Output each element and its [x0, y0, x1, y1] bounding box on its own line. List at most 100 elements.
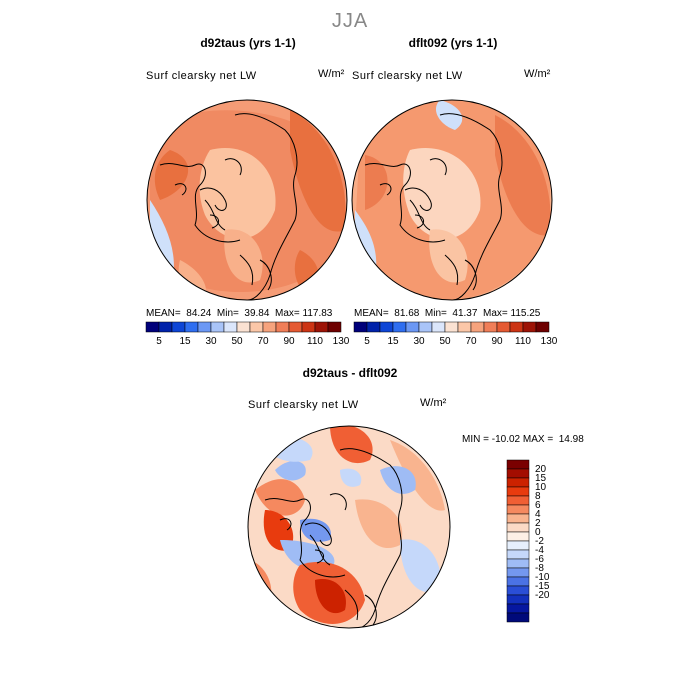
max-value: 115.25: [510, 308, 541, 319]
colorbar-swatch: [506, 603, 530, 614]
colorbar-swatch: [506, 522, 530, 533]
colorbar-swatch: [145, 321, 160, 333]
colorbar-tick-label: 50: [439, 336, 451, 347]
colorbar-tick-label: 70: [465, 336, 477, 347]
colorbar-swatch: [418, 321, 433, 333]
colorbar-swatch: [506, 513, 530, 524]
colorbar-swatch: [171, 321, 186, 333]
colorbar-swatch: [366, 321, 381, 333]
colorbar-swatch: [379, 321, 394, 333]
colorbar-swatch: [506, 612, 530, 623]
colorbar-tick-label: 10: [535, 482, 547, 493]
colorbar-swatch: [535, 321, 550, 333]
colorbar-swatch: [353, 321, 368, 333]
colorbar-swatch: [431, 321, 446, 333]
colorbar-swatch: [262, 321, 277, 333]
colorbar-tick-label: -4: [535, 545, 544, 556]
panel-1-title: d92taus (yrs 1-1): [200, 36, 296, 50]
colorbar-swatch: [506, 567, 530, 578]
colorbar-tick-label: 15: [535, 473, 547, 484]
colorbar-swatch: [288, 321, 303, 333]
colorbar-swatch: [506, 540, 530, 551]
colorbar-tick-label: 90: [491, 336, 503, 347]
colorbar-tick-label: -2: [535, 536, 544, 547]
max-label: Max=: [275, 308, 300, 319]
colorbar-swatch: [158, 321, 173, 333]
panel-2-colorbar: [353, 321, 550, 333]
colorbar-swatch: [314, 321, 329, 333]
panel-1-units: W/m²: [318, 68, 345, 80]
mean-label: MEAN=: [354, 308, 389, 319]
colorbar-swatch: [506, 459, 530, 470]
colorbar-tick-label: 50: [231, 336, 243, 347]
figure-title: JJA: [331, 10, 369, 32]
colorbar-tick-label: -15: [535, 581, 550, 592]
colorbar-tick-label: 110: [515, 336, 531, 347]
colorbar-swatch: [506, 468, 530, 479]
colorbar-swatch: [470, 321, 485, 333]
colorbar-swatch: [506, 558, 530, 569]
colorbar-swatch: [301, 321, 316, 333]
colorbar-tick-label: -8: [535, 563, 544, 574]
colorbar-swatch: [506, 576, 530, 587]
panel-3-variable: Surf clearsky net LW: [248, 399, 359, 411]
min-label: MIN =: [462, 434, 489, 445]
colorbar-tick-label: 5: [364, 336, 370, 347]
colorbar-tick-label: 70: [257, 336, 269, 347]
panel-1-variable: Surf clearsky net LW: [146, 70, 257, 82]
colorbar-swatch: [506, 495, 530, 506]
colorbar-tick-label: 15: [179, 336, 191, 347]
colorbar-swatch: [392, 321, 407, 333]
panel-3-colorbar: [506, 459, 530, 623]
colorbar-swatch: [223, 321, 238, 333]
min-label: Min=: [424, 308, 447, 319]
panel-1-stats: MEAN= 84.24 Min= 39.84 Max= 117.83: [146, 308, 332, 319]
colorbar-swatch: [506, 549, 530, 560]
colorbar-swatch: [496, 321, 511, 333]
colorbar-swatch: [249, 321, 264, 333]
colorbar-swatch: [506, 477, 530, 488]
colorbar-swatch: [506, 594, 530, 605]
colorbar-swatch: [522, 321, 537, 333]
panel-3-map: [248, 426, 450, 628]
colorbar-tick-label: 90: [283, 336, 295, 347]
panel-2-title: dflt092 (yrs 1-1): [408, 36, 498, 50]
mean-value: 81.68: [394, 308, 420, 319]
panel-2-variable: Surf clearsky net LW: [352, 70, 463, 82]
min-label: Min=: [216, 308, 239, 319]
colorbar-tick-label: 5: [156, 336, 162, 347]
colorbar-tick-label: 130: [540, 336, 558, 347]
colorbar-tick-label: 4: [535, 509, 541, 520]
colorbar-swatch: [506, 585, 530, 596]
colorbar-tick-label: 8: [535, 491, 541, 502]
min-value: 39.84: [244, 308, 270, 319]
mean-value: 84.24: [186, 308, 212, 319]
panel-2-stats: MEAN= 81.68 Min= 41.37 Max= 115.25: [354, 308, 540, 319]
panel-3-title: d92taus - dflt092: [302, 366, 398, 380]
colorbar-swatch: [483, 321, 498, 333]
colorbar-swatch: [509, 321, 524, 333]
colorbar-swatch: [210, 321, 225, 333]
colorbar-swatch: [327, 321, 342, 333]
colorbar-swatch: [506, 531, 530, 542]
colorbar-tick-label: 6: [535, 500, 541, 511]
colorbar-tick-label: 0: [535, 527, 541, 538]
colorbar-tick-label: -10: [535, 572, 550, 583]
colorbar-tick-label: 20: [535, 464, 547, 475]
colorbar-swatch: [275, 321, 290, 333]
max-value: 14.98: [558, 434, 584, 445]
panel-2-units: W/m²: [524, 68, 551, 80]
colorbar-tick-label: 110: [307, 336, 323, 347]
colorbar-swatch: [197, 321, 212, 333]
mean-label: MEAN=: [146, 308, 181, 319]
min-value: 41.37: [452, 308, 478, 319]
colorbar-swatch: [405, 321, 420, 333]
colorbar-swatch: [236, 321, 251, 333]
min-value: -10.02: [491, 434, 521, 445]
max-label: MAX =: [522, 434, 554, 445]
colorbar-swatch: [506, 486, 530, 497]
panel-2-map: [352, 100, 552, 300]
colorbar-tick-label: -20: [535, 590, 550, 601]
panel-3-units: W/m²: [420, 397, 447, 409]
